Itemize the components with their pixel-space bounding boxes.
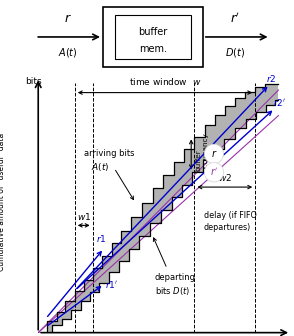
Text: $r2'$: $r2'$ (273, 97, 287, 108)
Text: $r1'$: $r1'$ (105, 279, 118, 290)
Text: $r'$: $r'$ (230, 11, 240, 26)
Text: $r'$: $r'$ (210, 166, 218, 178)
Text: arriving bits: arriving bits (84, 150, 134, 158)
Text: $D(t)$: $D(t)$ (225, 46, 245, 59)
Text: $r1$: $r1$ (96, 233, 107, 244)
Circle shape (204, 144, 223, 164)
Text: bits: bits (25, 77, 41, 86)
Text: departures): departures) (204, 223, 251, 233)
Text: $w1$: $w1$ (76, 211, 91, 221)
Text: mem.: mem. (139, 44, 167, 54)
Text: $w2$: $w2$ (218, 172, 232, 183)
Text: delay (if FIFO: delay (if FIFO (204, 211, 257, 220)
Text: Cumulative amount of "useful" data: Cumulative amount of "useful" data (0, 132, 6, 271)
Text: $A(t)$: $A(t)$ (58, 46, 78, 59)
Text: bits $D(t)$: bits $D(t)$ (155, 285, 190, 296)
Text: departing: departing (155, 273, 196, 282)
Bar (103, 7, 203, 67)
Bar (115, 15, 191, 59)
Text: time window  $w$: time window $w$ (129, 76, 201, 87)
Text: $r$: $r$ (211, 149, 217, 159)
Text: buffer
occupancy: buffer occupancy (196, 132, 209, 171)
Polygon shape (38, 84, 278, 333)
Circle shape (204, 163, 223, 182)
Text: $A(t)$: $A(t)$ (91, 161, 110, 173)
Text: $r$: $r$ (64, 12, 71, 25)
Text: $r2$: $r2$ (266, 73, 276, 84)
Text: buffer: buffer (138, 27, 168, 37)
